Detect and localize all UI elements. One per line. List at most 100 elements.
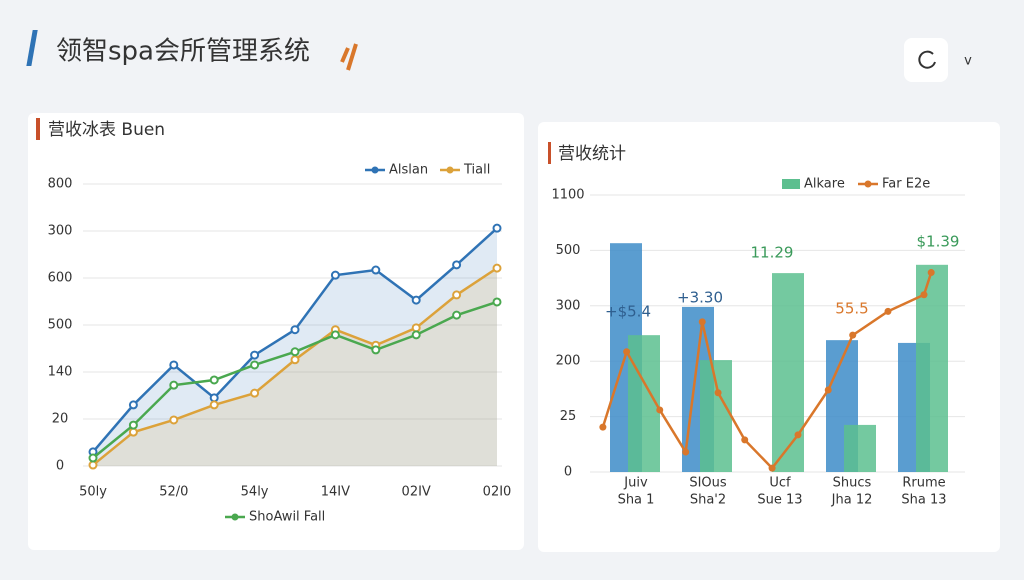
- point: [824, 386, 832, 394]
- y-tick-label: 0: [564, 465, 572, 480]
- point: [88, 453, 98, 463]
- y-tick-label: 600: [48, 271, 73, 286]
- title-accent: [36, 118, 40, 140]
- x-tick-label: 52/0: [159, 485, 188, 500]
- point: [884, 307, 892, 315]
- logo-mark: [340, 43, 358, 71]
- point: [209, 375, 219, 385]
- point: [371, 345, 381, 355]
- point: [411, 323, 421, 333]
- point: [452, 290, 462, 300]
- y-tick-label: 140: [48, 365, 73, 380]
- legend-swatch: [864, 180, 872, 188]
- legend-label: Alslan: [389, 163, 428, 178]
- bar: [628, 335, 660, 472]
- point: [920, 291, 928, 299]
- data-annotation: $1.39: [917, 233, 960, 251]
- x-tick-label: Juiv: [623, 476, 648, 491]
- point: [169, 415, 179, 425]
- refresh-icon: [918, 50, 936, 69]
- logo-bar: [26, 30, 38, 66]
- point: [290, 325, 300, 335]
- point: [330, 330, 340, 340]
- legend-swatch: [446, 166, 454, 174]
- point: [492, 223, 502, 233]
- point: [209, 400, 219, 410]
- point: [656, 406, 664, 414]
- menu-toggle[interactable]: v: [964, 54, 972, 69]
- data-annotation: +$5.4: [605, 303, 651, 321]
- y-tick-label: 300: [48, 224, 73, 239]
- point: [927, 269, 935, 277]
- point: [88, 460, 98, 470]
- x-tick-label: 54ly: [241, 485, 269, 500]
- app-title: 领智spa会所管理系统: [56, 37, 310, 67]
- area: [93, 228, 497, 466]
- x-tick-label: 50ly: [79, 485, 107, 500]
- point: [290, 355, 300, 365]
- point: [169, 380, 179, 390]
- x-tick-label: Sha 13: [901, 493, 946, 508]
- x-tick-label: SIOus: [689, 476, 727, 491]
- point: [290, 347, 300, 357]
- point: [128, 400, 138, 410]
- x-tick-label: Sha 1: [618, 493, 655, 508]
- point: [250, 360, 260, 370]
- data-annotation: 11.29: [751, 244, 794, 262]
- card: [28, 113, 524, 550]
- card-title: 营收统计: [558, 144, 626, 164]
- point: [492, 263, 502, 273]
- legend-label: ShoAwil Fall: [249, 510, 325, 525]
- line: [601, 272, 933, 471]
- legend-label: Alkare: [804, 177, 845, 192]
- x-tick-label: Sue 13: [757, 493, 802, 508]
- bar: [916, 264, 948, 472]
- legend-swatch: [231, 513, 239, 521]
- point: [330, 270, 340, 280]
- data-annotation: 55.5: [835, 300, 868, 318]
- point: [794, 431, 802, 439]
- point: [768, 464, 776, 472]
- x-tick-label: Rrume: [902, 476, 945, 491]
- point: [250, 350, 260, 360]
- legend-label: Tiall: [463, 163, 490, 178]
- x-tick-label: 02I0: [483, 485, 512, 500]
- refresh-button[interactable]: [904, 38, 948, 82]
- x-tick-label: Jha 12: [831, 493, 873, 508]
- y-tick-label: 0: [56, 459, 64, 474]
- point: [128, 420, 138, 430]
- point: [371, 265, 381, 275]
- y-tick-label: 300: [556, 298, 581, 313]
- point: [623, 348, 631, 356]
- bar: [772, 273, 804, 472]
- point: [250, 388, 260, 398]
- x-tick-label: Shucs: [833, 476, 872, 491]
- point: [169, 360, 179, 370]
- x-tick-label: 14IV: [321, 485, 350, 500]
- x-tick-label: 02IV: [402, 485, 431, 500]
- point: [698, 318, 706, 326]
- x-tick-label: Ucf: [769, 476, 791, 491]
- point: [714, 389, 722, 397]
- y-tick-label: 25: [560, 409, 577, 424]
- y-tick-label: 20: [52, 412, 69, 427]
- point: [411, 330, 421, 340]
- y-tick-label: 500: [556, 243, 581, 258]
- card-title: 营收冰表 Buen: [48, 120, 165, 140]
- legend-swatch: [782, 179, 800, 189]
- point: [128, 427, 138, 437]
- legend-swatch: [371, 166, 379, 174]
- point: [452, 310, 462, 320]
- area: [93, 268, 497, 466]
- title-accent: [548, 142, 551, 164]
- point: [452, 260, 462, 270]
- point: [209, 393, 219, 403]
- point: [741, 436, 749, 444]
- y-tick-label: 800: [48, 177, 73, 192]
- y-tick-label: 1100: [551, 188, 584, 203]
- point: [682, 448, 690, 456]
- point: [849, 331, 857, 339]
- y-tick-label: 200: [556, 354, 581, 369]
